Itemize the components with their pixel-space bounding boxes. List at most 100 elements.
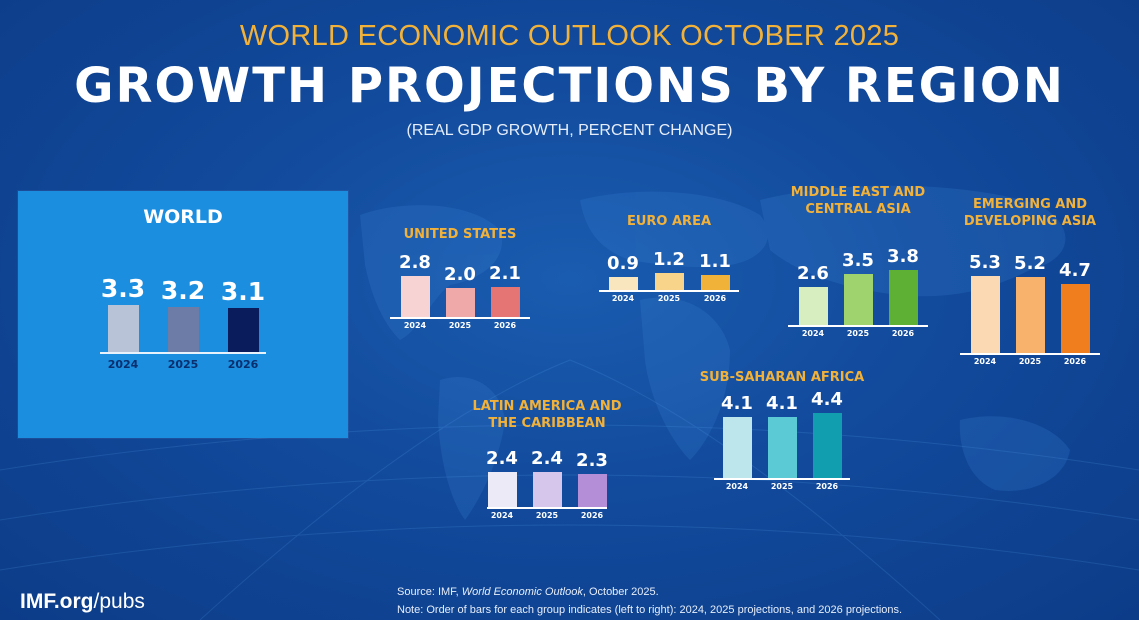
tick-label-latam-2025: 2025	[535, 511, 559, 520]
source-prefix: Source: IMF,	[397, 586, 462, 598]
bar-world-2024	[107, 305, 139, 352]
tick-label-us-2024: 2024	[403, 321, 427, 330]
bar-latam-2026	[577, 474, 607, 507]
data-label-us-2026: 2.1	[489, 263, 521, 284]
chart-title-latam: LATIN AMERICA AND THE CARIBBEAN	[437, 398, 657, 432]
bar-world-2026	[227, 308, 259, 352]
chart-baseline-edasia	[960, 353, 1100, 355]
logo-rest: /pubs	[93, 590, 145, 613]
data-label-edasia-2026: 4.7	[1059, 260, 1091, 281]
tick-label-us-2026: 2026	[493, 321, 517, 330]
tick-label-edasia-2025: 2025	[1018, 357, 1042, 366]
tick-label-euro-2024: 2024	[611, 294, 635, 303]
data-label-mecasia-2026: 3.8	[887, 246, 919, 267]
data-label-mecasia-2024: 2.6	[797, 263, 829, 284]
chart-baseline-mecasia	[788, 325, 928, 327]
tick-label-latam-2026: 2026	[580, 511, 604, 520]
tick-label-world-2025: 2025	[167, 358, 199, 371]
bar-edasia-2026	[1060, 284, 1090, 353]
data-label-world-2024: 3.3	[100, 274, 146, 303]
chart-title-line: MIDDLE EAST AND	[790, 185, 926, 200]
bar-ssa-2026	[812, 413, 842, 478]
data-label-ssa-2026: 4.4	[811, 389, 843, 410]
data-label-us-2025: 2.0	[444, 264, 476, 285]
logo-bold: IMF.org	[20, 590, 94, 613]
chart-title-world: WORLD	[73, 206, 293, 228]
data-label-world-2026: 3.1	[220, 277, 266, 306]
chart-title-line: THE CARIBBEAN	[488, 416, 606, 431]
tick-label-mecasia-2024: 2024	[801, 329, 825, 338]
bar-euro-2025	[654, 273, 684, 290]
bar-euro-2026	[700, 275, 730, 290]
bar-latam-2024	[487, 472, 517, 507]
data-label-us-2024: 2.8	[399, 252, 431, 273]
source-note: Source: IMF, World Economic Outlook, Oct…	[397, 585, 659, 599]
chart-baseline-euro	[599, 290, 739, 292]
data-label-ssa-2024: 4.1	[721, 393, 753, 414]
chart-baseline-world	[100, 352, 266, 354]
chart-title-mecasia: MIDDLE EAST AND CENTRAL ASIA	[748, 184, 968, 218]
bar-mecasia-2026	[888, 270, 918, 325]
source-suffix: , October 2025.	[582, 586, 659, 598]
chart-title-ssa: SUB-SAHARAN AFRICA	[672, 369, 892, 386]
report-kicker: WORLD ECONOMIC OUTLOOK OCTOBER 2025	[239, 20, 900, 52]
tick-label-edasia-2024: 2024	[973, 357, 997, 366]
data-label-latam-2024: 2.4	[486, 448, 518, 469]
data-label-euro-2024: 0.9	[607, 253, 639, 274]
chart-title-line: EMERGING AND	[972, 197, 1088, 212]
data-label-ssa-2025: 4.1	[766, 393, 798, 414]
tick-label-euro-2026: 2026	[703, 294, 727, 303]
chart-title-us: UNITED STATES	[350, 226, 570, 243]
bar-mecasia-2025	[843, 274, 873, 325]
bar-ssa-2024	[722, 417, 752, 478]
data-label-mecasia-2025: 3.5	[842, 250, 874, 271]
tick-label-latam-2024: 2024	[490, 511, 514, 520]
bar-edasia-2025	[1015, 277, 1045, 353]
tick-label-ssa-2026: 2026	[815, 482, 839, 491]
data-label-latam-2026: 2.3	[576, 450, 608, 471]
bar-us-2024	[400, 276, 430, 317]
page-subtitle: (REAL GDP GROWTH, PERCENT CHANGE)	[406, 122, 733, 139]
data-label-euro-2026: 1.1	[699, 251, 731, 272]
bar-mecasia-2024	[798, 287, 828, 325]
tick-label-edasia-2026: 2026	[1063, 357, 1087, 366]
source-title: World Economic Outlook	[461, 586, 583, 598]
tick-label-world-2024: 2024	[107, 358, 139, 371]
chart-baseline-us	[390, 317, 530, 319]
data-label-euro-2025: 1.2	[653, 249, 685, 270]
chart-title-line: CENTRAL ASIA	[805, 202, 911, 217]
data-label-edasia-2024: 5.3	[969, 252, 1001, 273]
chart-title-edasia: EMERGING AND DEVELOPING ASIA	[920, 196, 1139, 230]
chart-title-euro: EURO AREA	[559, 213, 779, 230]
bar-ssa-2025	[767, 417, 797, 478]
imf-logo-link[interactable]: IMF.org/pubs	[20, 590, 145, 614]
chart-baseline-latam	[487, 507, 607, 509]
tick-label-us-2025: 2025	[448, 321, 472, 330]
chart-baseline-ssa	[714, 478, 850, 480]
bar-us-2025	[445, 288, 475, 317]
chart-title-line: WORLD	[143, 206, 223, 228]
bar-latam-2025	[532, 472, 562, 507]
bar-euro-2024	[608, 277, 638, 290]
data-label-edasia-2025: 5.2	[1014, 253, 1046, 274]
tick-label-mecasia-2025: 2025	[846, 329, 870, 338]
data-label-latam-2025: 2.4	[531, 448, 563, 469]
data-label-world-2025: 3.2	[160, 276, 206, 305]
chart-title-line: SUB-SAHARAN AFRICA	[699, 370, 865, 385]
chart-title-line: LATIN AMERICA AND	[472, 399, 622, 414]
page-title: GROWTH PROJECTIONS BY REGION	[74, 58, 1065, 114]
chart-title-line: DEVELOPING ASIA	[963, 214, 1097, 229]
bar-world-2025	[167, 307, 199, 352]
tick-label-ssa-2024: 2024	[725, 482, 749, 491]
bar-order-note: Note: Order of bars for each group indic…	[397, 604, 903, 616]
tick-label-world-2026: 2026	[227, 358, 259, 371]
bar-us-2026	[490, 287, 520, 317]
tick-label-mecasia-2026: 2026	[891, 329, 915, 338]
chart-title-line: EURO AREA	[626, 214, 712, 229]
bar-edasia-2024	[970, 276, 1000, 353]
tick-label-euro-2025: 2025	[657, 294, 681, 303]
source-line: Source: IMF, World Economic Outlook, Oct…	[397, 585, 659, 599]
chart-title-line: UNITED STATES	[403, 227, 517, 242]
tick-label-ssa-2025: 2025	[770, 482, 794, 491]
